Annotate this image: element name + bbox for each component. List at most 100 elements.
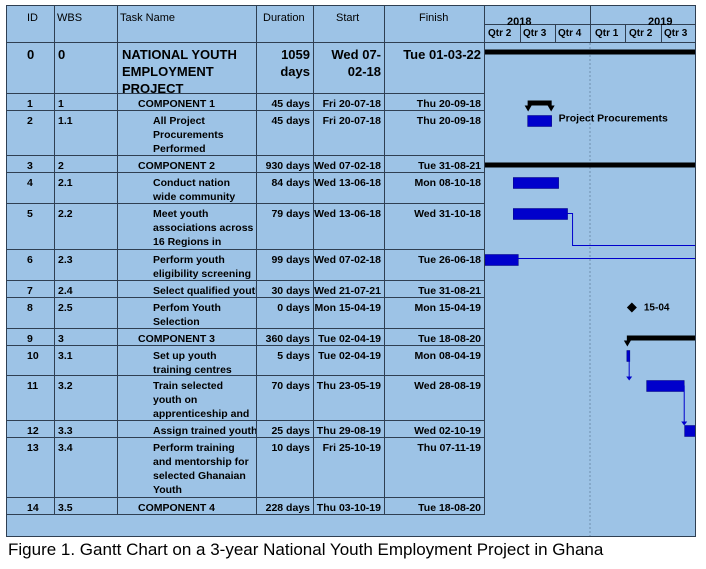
- row-9-task-name-cell: COMPONENT 3: [118, 329, 257, 346]
- row-9-id: 9: [27, 333, 33, 345]
- timeline-header: 2018 2019 Qtr 2 Qtr 3 Qtr 4 Qtr 1 Qtr 2 …: [485, 6, 695, 43]
- row-3-task-name-cell: COMPONENT 2: [118, 156, 257, 173]
- row-13-id-cell: 13: [7, 438, 55, 498]
- row-14-wbs-cell: 3.5: [55, 498, 118, 515]
- year-divider: [590, 6, 591, 43]
- row-7-task-name: Select qualified youth: [153, 285, 257, 297]
- row-14-finish: Tue 18-08-20: [418, 502, 481, 514]
- header-start-label: Start: [336, 12, 360, 24]
- header-task-name: Task Name: [118, 6, 257, 43]
- row-1-start-cell: Fri 20-07-18: [314, 94, 385, 111]
- row-14-wbs: 3.5: [58, 502, 73, 514]
- link-arrow-11-12: [681, 421, 688, 426]
- header-id: ID: [7, 6, 55, 43]
- link-arrow-10-11: [626, 376, 633, 381]
- row-14-finish-cell: Tue 18-08-20: [385, 498, 485, 515]
- row-10-task-name-cell: Set up youth training centres: [118, 346, 257, 376]
- row-0-task-name: NATIONAL YOUTH EMPLOYMENT PROJECT: [122, 47, 237, 94]
- quarter-label: Qtr 3: [664, 28, 688, 39]
- row-4-start: Wed 13-06-18: [314, 177, 381, 189]
- header-id-label: ID: [27, 12, 38, 24]
- row-10-wbs: 3.1: [58, 350, 73, 362]
- row-11-task-name: Train selected youth on apprenticeship a…: [153, 380, 250, 420]
- row-2-start-cell: Fri 20-07-18: [314, 111, 385, 156]
- row-10-duration: 5 days: [277, 350, 310, 362]
- row-1-wbs: 1: [58, 98, 64, 110]
- row-8-wbs: 2.5: [58, 302, 73, 314]
- row-9-start: Tue 02-04-19: [318, 333, 381, 345]
- row-9-wbs-cell: 3: [55, 329, 118, 346]
- row-2-finish: Thu 20-09-18: [416, 115, 481, 127]
- row-12-task-name: Assign trained youth to mentors: [153, 425, 257, 437]
- row-7-id-cell: 7: [7, 281, 55, 298]
- row-4-start-cell: Wed 13-06-18: [314, 173, 385, 204]
- quarter-divider: [625, 25, 626, 43]
- figure-caption: Figure 1. Gantt Chart on a 3-year Nation…: [8, 540, 604, 559]
- row-8-start-cell: Mon 15-04-19: [314, 298, 385, 329]
- row-4-wbs: 2.1: [58, 177, 73, 189]
- summary-end-cap-1: [547, 105, 555, 112]
- row-13-id: 13: [27, 442, 39, 454]
- row-0-wbs-cell: 0: [55, 43, 118, 94]
- row-11-id-cell: 11: [7, 376, 55, 421]
- row-5-wbs: 2.2: [58, 208, 73, 220]
- row-12-start: Thu 29-08-19: [316, 425, 381, 437]
- row-8-wbs-cell: 2.5: [55, 298, 118, 329]
- header-wbs-label: WBS: [57, 12, 83, 24]
- row-1-task-name: COMPONENT 1: [138, 98, 216, 110]
- row-5-id-cell: 5: [7, 204, 55, 250]
- row-5-id: 5: [27, 208, 33, 220]
- row-1-id-cell: 1: [7, 94, 55, 111]
- task-bar-10: [626, 350, 631, 362]
- row-9-duration-cell: 360 days: [257, 329, 314, 346]
- row-8-duration-cell: 0 days: [257, 298, 314, 329]
- row-14-duration: 228 days: [265, 502, 310, 514]
- row-9-duration: 360 days: [265, 333, 310, 345]
- row-10-duration-cell: 5 days: [257, 346, 314, 376]
- row-2-id-cell: 2: [7, 111, 55, 156]
- row-6-task-name-cell: Perform youth eligibility screening: [118, 250, 257, 281]
- row-4-id-cell: 4: [7, 173, 55, 204]
- row-14-start-cell: Thu 03-10-19: [314, 498, 385, 515]
- quarter-divider: [555, 25, 556, 43]
- row-1-finish: Thu 20-09-18: [416, 98, 481, 110]
- row-2-task-name: All Project Procurements Performed: [153, 115, 224, 155]
- quarter-label: Qtr 1: [595, 28, 619, 39]
- row-1-task-name-cell: COMPONENT 1: [118, 94, 257, 111]
- row-3-duration: 930 days: [265, 160, 310, 172]
- row-13-duration-cell: 10 days: [257, 438, 314, 498]
- task-bar-2: [527, 115, 552, 127]
- year-label: 2019: [648, 16, 673, 28]
- row-10-id: 10: [27, 350, 39, 362]
- row-13-wbs-cell: 3.4: [55, 438, 118, 498]
- header-duration-label: Duration: [263, 12, 305, 24]
- row-5-start: Wed 13-06-18: [314, 208, 381, 220]
- row-7-finish: Tue 31-08-21: [418, 285, 481, 297]
- row-13-task-name-cell: Perform training and mentorship for sele…: [118, 438, 257, 498]
- row-7-task-name-cell: Select qualified youth: [118, 281, 257, 298]
- row-6-start-cell: Wed 07-02-18: [314, 250, 385, 281]
- row-5-finish: Wed 31-10-18: [414, 208, 481, 220]
- row-12-wbs-cell: 3.3: [55, 421, 118, 438]
- row-6-wbs-cell: 2.3: [55, 250, 118, 281]
- row-6-wbs: 2.3: [58, 254, 73, 266]
- row-2-start: Fri 20-07-18: [322, 115, 381, 127]
- quarter-label: Qtr 3: [523, 28, 547, 39]
- row-13-start: Fri 25-10-19: [322, 442, 381, 454]
- row-3-id: 3: [27, 160, 33, 172]
- row-0-wbs: 0: [58, 47, 66, 62]
- gantt-table: ID WBS Task Name Duration Start Finish 2…: [6, 5, 696, 537]
- row-9-id-cell: 9: [7, 329, 55, 346]
- task-bar-12: [684, 425, 695, 437]
- row-10-finish: Mon 08-04-19: [414, 350, 481, 362]
- row-0-id: 0: [27, 47, 35, 62]
- row-6-id: 6: [27, 254, 33, 266]
- row-5-task-name: Meet youth associations across 16 Region…: [153, 208, 254, 248]
- gantt-bars: Project Procurements 15-04: [485, 43, 695, 536]
- quarter-divider: [661, 25, 662, 43]
- row-0-start: Wed 07-02-18: [331, 47, 381, 79]
- row-6-id-cell: 6: [7, 250, 55, 281]
- task-bar-4: [513, 177, 559, 189]
- row-14-task-name: COMPONENT 4: [138, 502, 216, 514]
- row-3-finish: Tue 31-08-21: [418, 160, 481, 172]
